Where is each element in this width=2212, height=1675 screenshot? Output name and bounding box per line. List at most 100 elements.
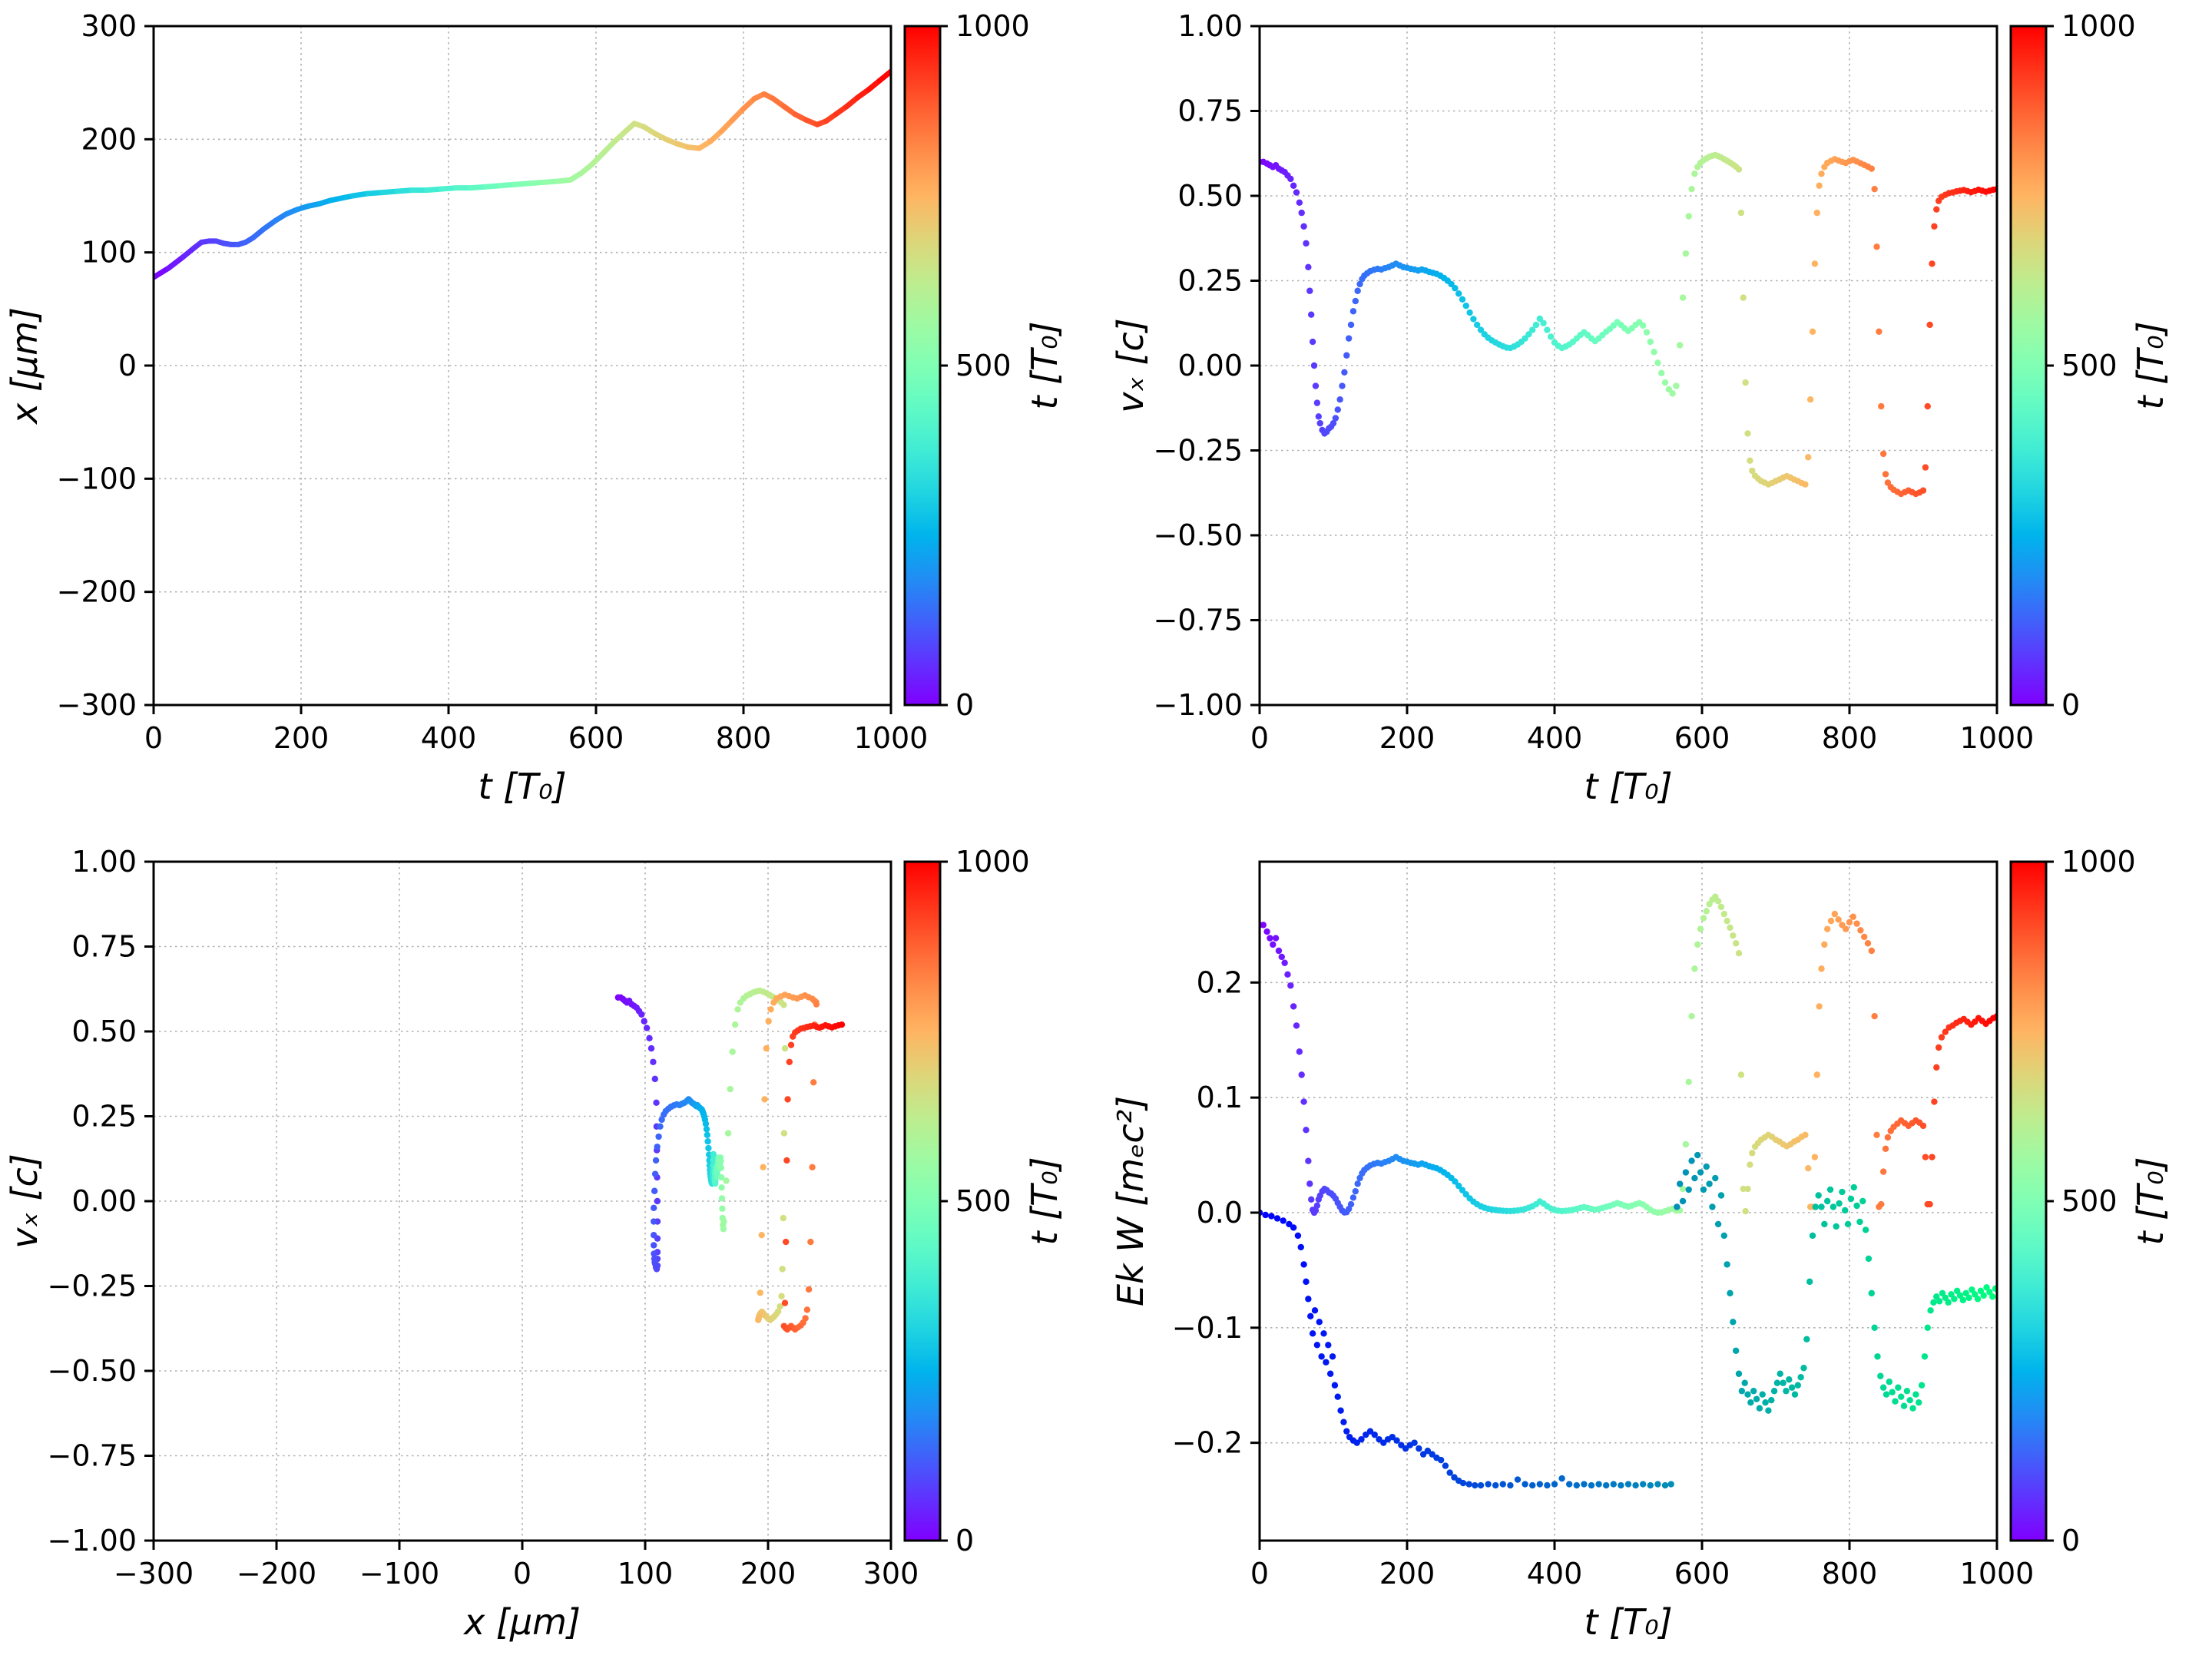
scatter-point bbox=[1308, 1196, 1315, 1203]
scatter-point bbox=[1263, 928, 1270, 935]
scatter-point bbox=[724, 1130, 732, 1137]
colorbar-label-vx-vs-t: t [T₀] bbox=[2130, 321, 2171, 409]
scatter-point bbox=[1677, 1180, 1684, 1187]
scatter-point bbox=[1305, 263, 1312, 271]
scatter-point bbox=[651, 1232, 657, 1239]
scatter-point bbox=[1275, 947, 1283, 955]
scatter-point bbox=[1942, 1028, 1949, 1035]
scatter-point bbox=[1308, 311, 1315, 318]
x-tick-label: 600 bbox=[1674, 721, 1730, 755]
scatter-point bbox=[1806, 1278, 1813, 1286]
scatter-point bbox=[1437, 1456, 1445, 1464]
scatter-point bbox=[1272, 935, 1280, 942]
scatter-point bbox=[1853, 920, 1860, 927]
scatter-point bbox=[651, 1170, 659, 1177]
scatter-point bbox=[1654, 359, 1661, 366]
scatter-point bbox=[1935, 1044, 1942, 1051]
scatter-point bbox=[1977, 1287, 1985, 1295]
scatter-point bbox=[1878, 402, 1885, 410]
x-tick-label: 800 bbox=[1822, 1557, 1878, 1591]
colorbar-tick-label: 0 bbox=[2061, 688, 2080, 722]
scatter-point bbox=[1926, 1200, 1933, 1208]
scatter-point bbox=[1296, 199, 1303, 207]
x-tick-label: −100 bbox=[359, 1557, 439, 1591]
scatter-point bbox=[1717, 1192, 1725, 1199]
scatter-point bbox=[720, 1218, 727, 1225]
x-tick-label: 0 bbox=[513, 1557, 531, 1591]
colorbar-tick-label: 1000 bbox=[2061, 9, 2136, 43]
scatter-point bbox=[1651, 349, 1657, 356]
scatter-point bbox=[1788, 1384, 1796, 1391]
scatter-point bbox=[1371, 1431, 1378, 1438]
scatter-point bbox=[1742, 379, 1749, 386]
scatter-point bbox=[1989, 1293, 1996, 1300]
scatter-point bbox=[1312, 1207, 1320, 1214]
colorbar-tick-label: 0 bbox=[955, 688, 974, 722]
scatter-point bbox=[1861, 933, 1868, 941]
scatter-point bbox=[1791, 1391, 1799, 1398]
scatter-point bbox=[1290, 182, 1297, 189]
scatter-point bbox=[1682, 1169, 1690, 1176]
scatter-point bbox=[1303, 240, 1310, 247]
scatter-point bbox=[1818, 1203, 1825, 1210]
scatter-point bbox=[718, 1195, 726, 1202]
y-tick-label: 0.25 bbox=[71, 1100, 137, 1134]
scatter-point bbox=[1747, 1161, 1753, 1168]
scatter-point bbox=[718, 1184, 725, 1191]
scatter-point bbox=[1700, 1186, 1707, 1193]
scatter-point bbox=[1706, 1180, 1713, 1187]
scatter-point bbox=[1816, 1003, 1823, 1010]
scatter-point bbox=[1334, 406, 1341, 413]
series-layer-vx-vs-x bbox=[614, 987, 846, 1333]
scatter-point bbox=[1879, 1384, 1887, 1391]
y-tick-label: 0.00 bbox=[71, 1184, 137, 1218]
scatter-point bbox=[1843, 925, 1849, 932]
colorbar-gradient bbox=[905, 862, 940, 1541]
scatter-point bbox=[1287, 982, 1294, 989]
scatter-point bbox=[1544, 1481, 1551, 1489]
scatter-point bbox=[1366, 1428, 1374, 1435]
scatter-point bbox=[702, 1121, 710, 1127]
scatter-point bbox=[717, 1164, 724, 1171]
scatter-point bbox=[1287, 175, 1294, 183]
scatter-point bbox=[1398, 1442, 1405, 1448]
scatter-point bbox=[1712, 1174, 1719, 1182]
scatter-point bbox=[1864, 940, 1872, 947]
scatter-point bbox=[805, 1286, 813, 1293]
scatter-point bbox=[1700, 915, 1707, 922]
scatter-point bbox=[1300, 1098, 1307, 1105]
scatter-point bbox=[723, 1177, 730, 1184]
scatter-point bbox=[1281, 959, 1288, 966]
scatter-point bbox=[653, 1099, 660, 1107]
scatter-point bbox=[1446, 1469, 1453, 1476]
scatter-point bbox=[1643, 329, 1651, 336]
scatter-point bbox=[1640, 1481, 1647, 1488]
y-tick-label: 0.25 bbox=[1177, 264, 1243, 298]
scatter-point bbox=[784, 1096, 791, 1103]
scatter-point bbox=[1455, 290, 1462, 297]
scatter-point bbox=[1889, 1389, 1896, 1395]
scatter-point bbox=[1667, 1481, 1674, 1488]
scatter-point bbox=[1759, 1391, 1766, 1398]
scatter-point bbox=[1747, 1399, 1754, 1406]
scatter-point bbox=[1879, 450, 1887, 458]
scatter-point bbox=[1737, 1071, 1745, 1078]
colorbar-tick-label: 1000 bbox=[955, 845, 1030, 879]
scatter-point bbox=[1514, 1476, 1522, 1483]
scatter-point bbox=[1358, 1435, 1365, 1443]
x-tick-label: 0 bbox=[1250, 1557, 1269, 1591]
scatter-point bbox=[1878, 1200, 1885, 1208]
scatter-point bbox=[1714, 898, 1722, 905]
y-tick-label: 0 bbox=[118, 349, 137, 382]
scatter-point bbox=[1452, 1178, 1459, 1185]
scatter-point bbox=[1352, 1187, 1359, 1195]
scatter-point bbox=[1376, 1435, 1382, 1443]
panel-x-vs-t: 0 200 400 600 800 1000 −300 −200 −100 0 100 200 300 t… bbox=[0, 0, 1106, 836]
x-tick-label: −300 bbox=[114, 1557, 194, 1591]
scatter-point bbox=[1965, 1294, 1972, 1302]
scatter-point bbox=[1337, 1407, 1344, 1414]
scatter-point bbox=[758, 1232, 765, 1239]
scatter-point bbox=[763, 1044, 770, 1052]
scatter-point bbox=[1962, 1289, 1969, 1297]
scatter-point bbox=[1310, 362, 1318, 369]
